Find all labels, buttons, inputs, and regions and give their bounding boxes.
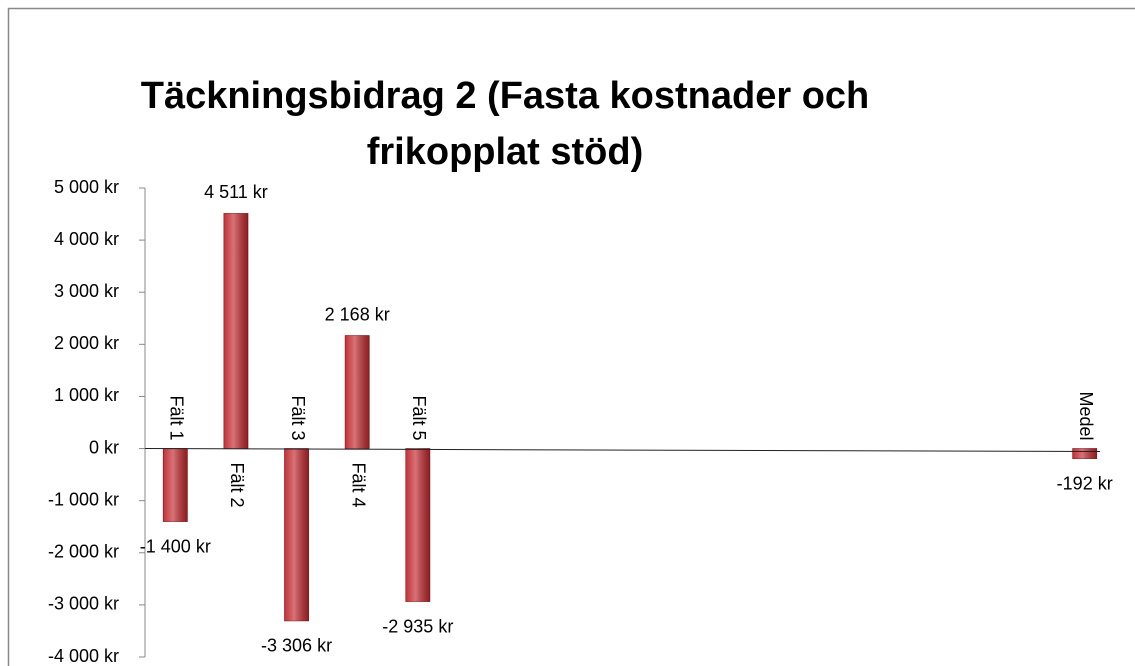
- value-label: 2 168 kr: [325, 304, 390, 324]
- y-tick-label: -1 000 kr: [48, 489, 119, 509]
- y-tick-label: 5 000 kr: [54, 177, 119, 197]
- y-tick-label: 1 000 kr: [54, 385, 119, 405]
- y-tick-label: -2 000 kr: [48, 542, 119, 562]
- y-tick-label: -4 000 kr: [48, 646, 119, 666]
- value-label: -192 kr: [1057, 473, 1113, 493]
- x-tick-label: Fält 4: [348, 463, 368, 508]
- value-label: -2 935 kr: [382, 616, 453, 636]
- x-tick-label: Fält 5: [409, 396, 429, 441]
- value-label: -3 306 kr: [261, 636, 332, 656]
- y-tick-label: 4 000 kr: [54, 229, 119, 249]
- y-tick-label: 3 000 kr: [54, 281, 119, 301]
- bar-shine: [223, 213, 248, 449]
- bar-shine: [345, 335, 370, 449]
- y-tick-label: 2 000 kr: [54, 333, 119, 353]
- chart-title: Täckningsbidrag 2 (Fasta kostnader och f…: [140, 75, 870, 173]
- x-tick-label: Fält 1: [167, 396, 187, 441]
- x-tick-label: Fält 2: [227, 463, 247, 508]
- x-axis: [144, 448, 1101, 453]
- x-tick-label: Medel: [1076, 392, 1096, 441]
- value-label: -1 400 kr: [140, 536, 211, 556]
- bar-shine: [1072, 448, 1097, 459]
- y-tick-label: -3 000 kr: [48, 594, 119, 614]
- y-tick-label: 0 kr: [89, 437, 119, 457]
- bar-shine: [284, 448, 309, 621]
- bar-shine: [405, 448, 430, 602]
- chart-border: [7, 7, 1135, 666]
- bar-shine: [163, 448, 188, 522]
- x-tick-label: Fält 3: [288, 396, 308, 441]
- value-label: 4 511 kr: [204, 182, 268, 202]
